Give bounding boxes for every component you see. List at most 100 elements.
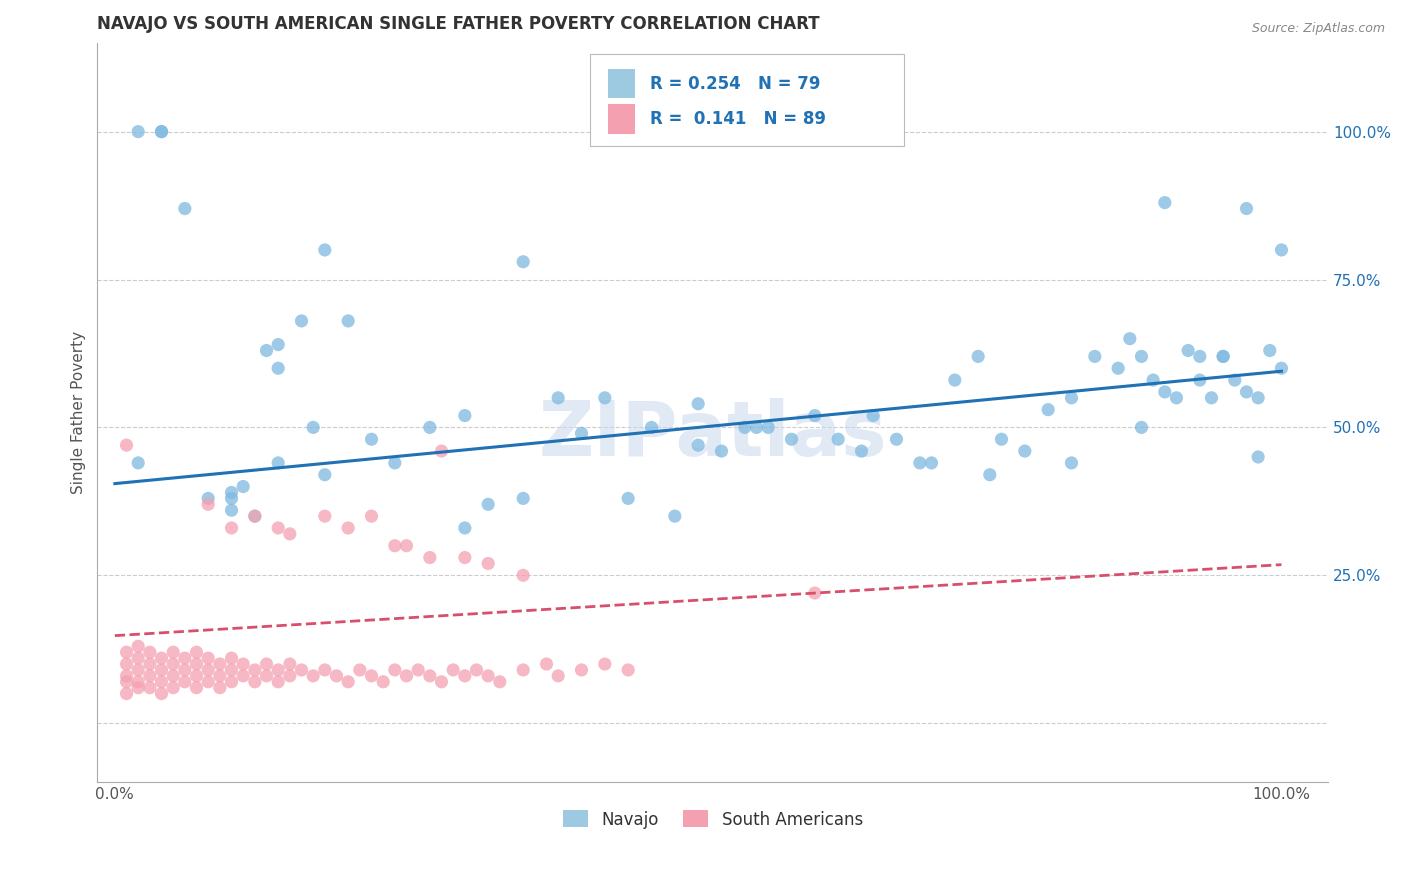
Point bbox=[162, 669, 184, 683]
Point bbox=[360, 509, 382, 524]
Point bbox=[477, 669, 499, 683]
Point bbox=[232, 669, 254, 683]
Point bbox=[150, 687, 173, 701]
Point bbox=[150, 125, 173, 139]
Point bbox=[780, 432, 803, 446]
Point bbox=[1212, 350, 1234, 364]
Point bbox=[640, 420, 662, 434]
Point bbox=[688, 438, 710, 452]
Point bbox=[127, 681, 149, 695]
Point bbox=[441, 663, 464, 677]
Point bbox=[1036, 402, 1059, 417]
Point bbox=[232, 479, 254, 493]
Point bbox=[139, 681, 162, 695]
Point bbox=[290, 663, 312, 677]
Point bbox=[617, 663, 640, 677]
Point bbox=[384, 539, 406, 553]
Point bbox=[406, 663, 429, 677]
Point bbox=[208, 669, 231, 683]
Text: Source: ZipAtlas.com: Source: ZipAtlas.com bbox=[1251, 22, 1385, 36]
Point bbox=[454, 550, 477, 565]
Point bbox=[243, 674, 266, 689]
Point bbox=[243, 509, 266, 524]
Point bbox=[127, 663, 149, 677]
Point bbox=[1247, 391, 1270, 405]
Point bbox=[337, 314, 360, 328]
Point bbox=[512, 254, 534, 268]
Point bbox=[302, 669, 325, 683]
Point bbox=[547, 669, 569, 683]
Point bbox=[384, 456, 406, 470]
Point bbox=[256, 657, 278, 671]
Point bbox=[1201, 391, 1223, 405]
Point bbox=[477, 557, 499, 571]
Point bbox=[1084, 350, 1107, 364]
Point bbox=[908, 456, 931, 470]
FancyBboxPatch shape bbox=[589, 54, 904, 146]
Point bbox=[243, 663, 266, 677]
Point bbox=[256, 669, 278, 683]
Point bbox=[756, 420, 779, 434]
Point bbox=[256, 343, 278, 358]
Point bbox=[197, 674, 219, 689]
Point bbox=[1212, 350, 1234, 364]
Point bbox=[150, 674, 173, 689]
Point bbox=[1119, 332, 1142, 346]
Point bbox=[115, 687, 138, 701]
Point bbox=[162, 645, 184, 659]
Point bbox=[337, 521, 360, 535]
Point bbox=[197, 663, 219, 677]
Point bbox=[325, 669, 347, 683]
Point bbox=[1270, 361, 1292, 376]
Point bbox=[419, 420, 441, 434]
Point bbox=[197, 491, 219, 506]
Point bbox=[688, 397, 710, 411]
Point bbox=[162, 657, 184, 671]
Point bbox=[827, 432, 849, 446]
Point bbox=[454, 521, 477, 535]
Point bbox=[593, 657, 616, 671]
Point bbox=[862, 409, 884, 423]
Text: R =  0.141   N = 89: R = 0.141 N = 89 bbox=[650, 110, 825, 128]
Point bbox=[243, 509, 266, 524]
Point bbox=[617, 491, 640, 506]
Point bbox=[1188, 373, 1211, 387]
Point bbox=[454, 669, 477, 683]
Point bbox=[1270, 243, 1292, 257]
Point bbox=[127, 456, 149, 470]
Point bbox=[173, 674, 195, 689]
Point bbox=[512, 568, 534, 582]
Point bbox=[477, 497, 499, 511]
Point bbox=[804, 409, 827, 423]
Point bbox=[115, 645, 138, 659]
Y-axis label: Single Father Poverty: Single Father Poverty bbox=[72, 331, 86, 494]
Point bbox=[173, 202, 195, 216]
Point bbox=[967, 350, 990, 364]
Point bbox=[267, 337, 290, 351]
Point bbox=[571, 663, 593, 677]
Point bbox=[197, 497, 219, 511]
Point bbox=[745, 420, 768, 434]
Point bbox=[221, 651, 243, 665]
Point bbox=[1188, 350, 1211, 364]
Point bbox=[208, 657, 231, 671]
Point bbox=[512, 491, 534, 506]
Point bbox=[314, 243, 336, 257]
Text: NAVAJO VS SOUTH AMERICAN SINGLE FATHER POVERTY CORRELATION CHART: NAVAJO VS SOUTH AMERICAN SINGLE FATHER P… bbox=[97, 15, 820, 33]
Point bbox=[1223, 373, 1246, 387]
Point bbox=[593, 391, 616, 405]
Point bbox=[349, 663, 371, 677]
Point bbox=[1130, 350, 1153, 364]
Point bbox=[267, 674, 290, 689]
Point bbox=[419, 550, 441, 565]
Point bbox=[221, 663, 243, 677]
Point bbox=[150, 651, 173, 665]
Point bbox=[664, 509, 686, 524]
Point bbox=[571, 426, 593, 441]
Point bbox=[1142, 373, 1164, 387]
Point bbox=[267, 361, 290, 376]
Point bbox=[1153, 195, 1175, 210]
Point bbox=[1236, 202, 1258, 216]
Point bbox=[221, 485, 243, 500]
Point bbox=[314, 663, 336, 677]
